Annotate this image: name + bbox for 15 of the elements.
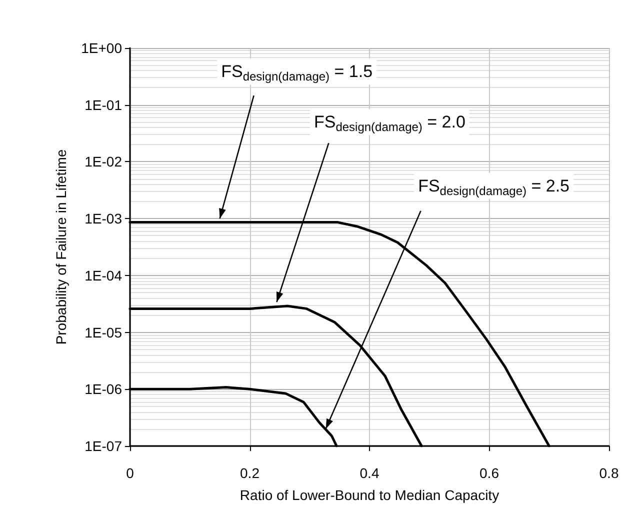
y-tick-label: 1E-03 — [84, 210, 122, 227]
y-tick-label: 1E-07 — [84, 438, 122, 454]
y-tick-label: 1E+00 — [81, 40, 122, 56]
x-tick-label: 0.8 — [599, 465, 619, 481]
y-tick-label: 1E-06 — [84, 381, 122, 398]
y-tick-label: 1E-01 — [84, 96, 122, 113]
x-tick-label: 0.2 — [240, 465, 260, 481]
y-tick-label: 1E-04 — [84, 267, 122, 284]
y-tick-label: 1E-05 — [84, 324, 122, 340]
x-tick-label: 0.4 — [360, 465, 380, 481]
y-tick-label: 1E-02 — [84, 154, 122, 170]
x-tick-label: 0 — [126, 465, 134, 481]
y-axis-title: Probability of Failure in Lifetime — [53, 149, 69, 345]
x-tick-label: 0.6 — [480, 465, 500, 481]
x-axis-title: Ratio of Lower-Bound to Median Capacity — [240, 487, 500, 503]
